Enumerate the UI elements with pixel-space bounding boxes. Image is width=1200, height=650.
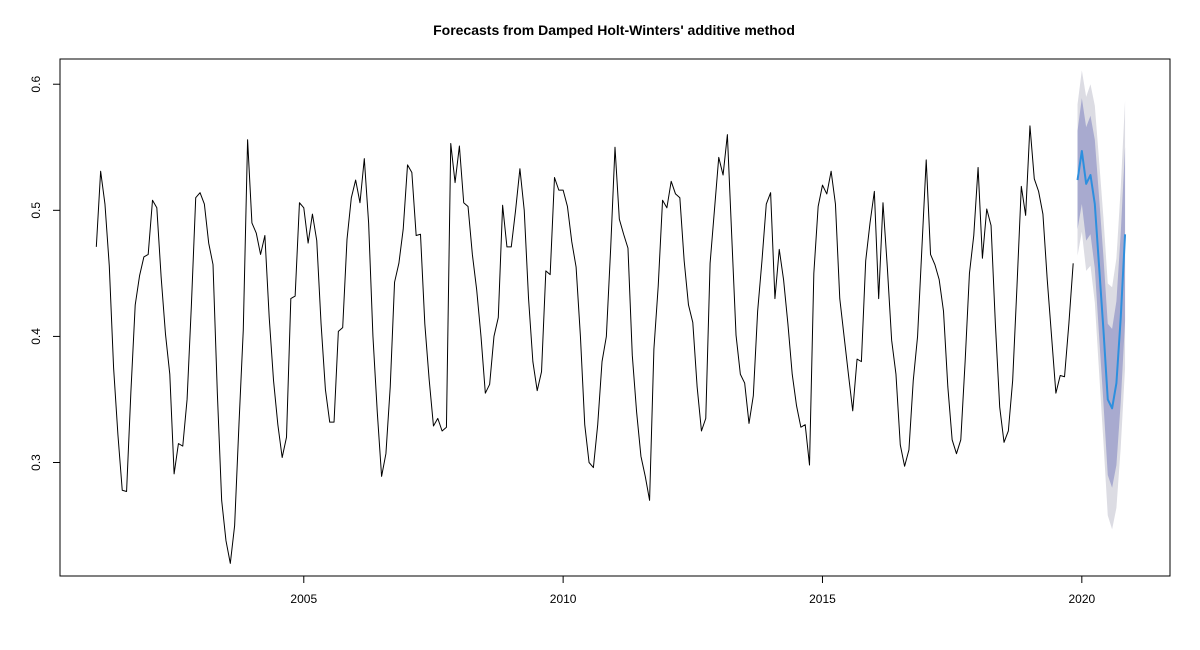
y-axis: 0.3 0.4 0.5 0.6 xyxy=(29,76,60,471)
forecast-line xyxy=(1076,150,1127,410)
x-tick-label: 2005 xyxy=(290,592,317,606)
x-tick-label: 2020 xyxy=(1068,592,1095,606)
observed-series-line xyxy=(95,125,1074,564)
plot-area xyxy=(95,70,1127,564)
y-tick-label: 0.5 xyxy=(29,202,43,219)
x-tick-label: 2010 xyxy=(550,592,577,606)
y-tick-label: 0.3 xyxy=(29,454,43,471)
x-tick-label: 2015 xyxy=(809,592,836,606)
chart-title: Forecasts from Damped Holt-Winters' addi… xyxy=(433,22,795,38)
plot-frame xyxy=(59,58,1171,577)
y-tick-label: 0.6 xyxy=(29,76,43,93)
x-axis: 2005 2010 2015 2020 xyxy=(290,576,1095,606)
y-tick-label: 0.4 xyxy=(29,328,43,345)
